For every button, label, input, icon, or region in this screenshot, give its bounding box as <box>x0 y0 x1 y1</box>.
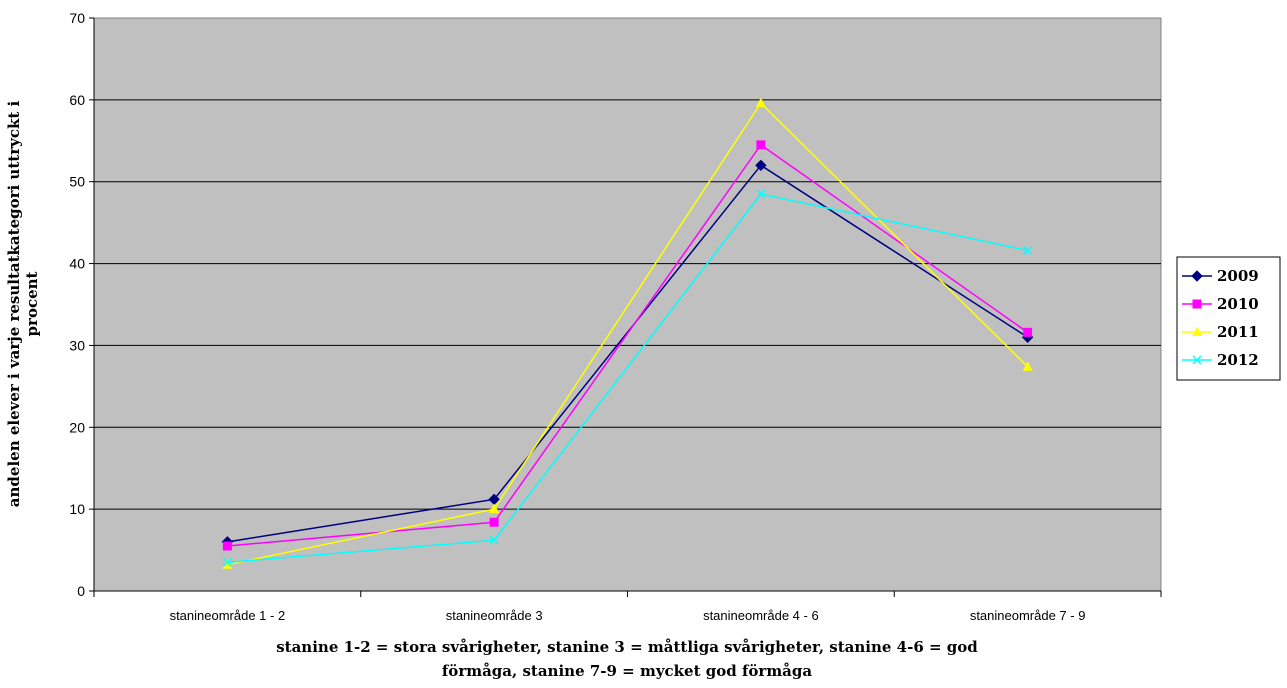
series-line-2011 <box>227 101 1029 566</box>
series-lines <box>227 101 1029 566</box>
y-tick-label: 10 <box>69 501 85 517</box>
data-point-2011 <box>755 97 766 108</box>
series-line-2010 <box>227 143 1029 547</box>
y-tick-label: 60 <box>69 92 85 108</box>
data-point-2010 <box>222 541 232 551</box>
data-point-2010 <box>489 517 499 527</box>
data-point-2012 <box>489 535 499 545</box>
data-point-2011 <box>1022 361 1033 371</box>
data-point-2012 <box>222 557 232 567</box>
x-tick-label: stanineområde 3 <box>446 608 543 623</box>
x-axis-title-line-2: förmåga, stanine 7-9 = mycket god förmåg… <box>442 662 813 680</box>
series-line-2012 <box>227 193 1028 564</box>
y-tick-label: 0 <box>77 583 85 599</box>
gridlines <box>94 99 1161 510</box>
legend-label: 2012 <box>1217 351 1259 369</box>
legend-label: 2010 <box>1217 295 1259 313</box>
data-point-2012 <box>1023 245 1033 256</box>
series-markers <box>221 97 1034 569</box>
data-point-2009 <box>755 159 767 172</box>
x-tick-label: stanineområde 1 - 2 <box>170 608 286 623</box>
y-axis-title-line-2: procent <box>23 271 41 336</box>
legend-marker <box>1192 299 1202 309</box>
y-tick-label: 20 <box>69 419 85 435</box>
y-tick-label: 50 <box>69 174 85 190</box>
x-axis-ticks: stanineområde 1 - 2 stanineområde 3 stanin… <box>93 591 1162 623</box>
legend-label: 2009 <box>1217 267 1259 285</box>
data-point-2012 <box>756 189 766 199</box>
data-point-2010 <box>1023 327 1033 337</box>
legend-marker <box>1191 270 1203 282</box>
y-axis-ticks: 0 10 20 30 40 50 60 70 <box>69 10 94 599</box>
x-axis-title-line-1: stanine 1-2 = stora svårigheter, stanine… <box>276 638 978 656</box>
legend-label: 2011 <box>1217 323 1259 341</box>
data-point-2010 <box>756 140 766 150</box>
x-tick-label: stanineområde 4 - 6 <box>703 608 819 623</box>
data-point-2011 <box>489 503 500 514</box>
y-tick-label: 40 <box>69 256 85 272</box>
data-point-2011 <box>222 559 233 569</box>
legend-marker <box>1192 326 1202 336</box>
x-tick-label: stanineområde 7 - 9 <box>970 608 1086 623</box>
y-tick-label: 30 <box>69 337 85 353</box>
y-tick-label: 70 <box>69 10 85 26</box>
legend-marker <box>1192 355 1202 365</box>
plot-area <box>93 17 1162 592</box>
legend: 2009 2010 2011 2012 <box>1176 256 1281 381</box>
y-axis-title-line-1: andelen elever i varje resultatkategori … <box>5 101 23 508</box>
